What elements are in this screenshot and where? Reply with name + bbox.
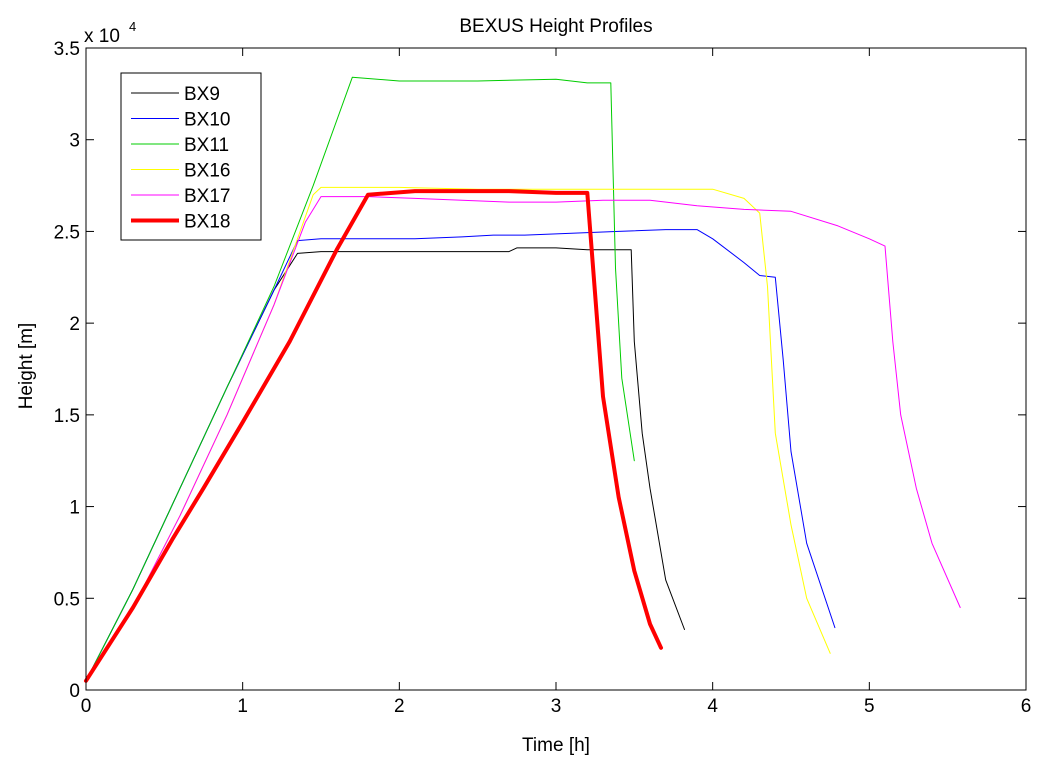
series-line-bx10 bbox=[85, 229, 836, 682]
legend: BX9 BX10 BX11 BX16 BX17 BX18 bbox=[120, 72, 262, 241]
legend-label-bx10: BX10 bbox=[184, 110, 230, 131]
x-tick-label: 5 bbox=[864, 696, 875, 717]
legend-box bbox=[120, 72, 262, 241]
y-tick-label: 0.5 bbox=[54, 589, 80, 610]
chart-title: BEXUS Height Profiles bbox=[459, 16, 652, 37]
series-line-bx11 bbox=[85, 76, 635, 682]
series-line-bx16 bbox=[85, 186, 831, 682]
y-tick-label: 2 bbox=[69, 314, 80, 335]
series-layer bbox=[84, 76, 961, 683]
y-exponent-base: x 10 bbox=[84, 26, 120, 47]
x-tick-label: 4 bbox=[707, 696, 718, 717]
series-line-bx18 bbox=[84, 189, 663, 683]
x-tick-label: 6 bbox=[1021, 696, 1032, 717]
legend-label-bx11: BX11 bbox=[184, 135, 229, 156]
y-tick-label: 3 bbox=[69, 131, 80, 152]
x-tick-label: 2 bbox=[394, 696, 405, 717]
y-tick-label: 3.5 bbox=[54, 39, 80, 60]
x-tick-label: 1 bbox=[237, 696, 248, 717]
series-line-bx17 bbox=[85, 196, 961, 682]
x-tick-label: 3 bbox=[551, 696, 562, 717]
y-tick-label: 0 bbox=[69, 681, 80, 702]
y-tick-label: 1.5 bbox=[54, 406, 80, 427]
y-exponent: x 10 4 bbox=[84, 19, 136, 47]
legend-label-bx18: BX18 bbox=[184, 212, 230, 233]
y-tick-label: 2.5 bbox=[54, 222, 80, 243]
x-tick-label: 0 bbox=[81, 696, 92, 717]
legend-label-bx17: BX17 bbox=[184, 186, 230, 207]
axes-layer: 0 1 2 3 4 5 6 0 0.5 1 1.5 2 2.5 3 3.5 bbox=[54, 39, 1032, 717]
y-exponent-power: 4 bbox=[129, 19, 136, 34]
legend-label-bx16: BX16 bbox=[184, 161, 230, 182]
legend-label-bx9: BX9 bbox=[184, 84, 220, 105]
x-axis-label: Time [h] bbox=[522, 735, 590, 756]
y-tick-label: 1 bbox=[69, 498, 80, 519]
y-axis-label: Height [m] bbox=[16, 323, 37, 410]
